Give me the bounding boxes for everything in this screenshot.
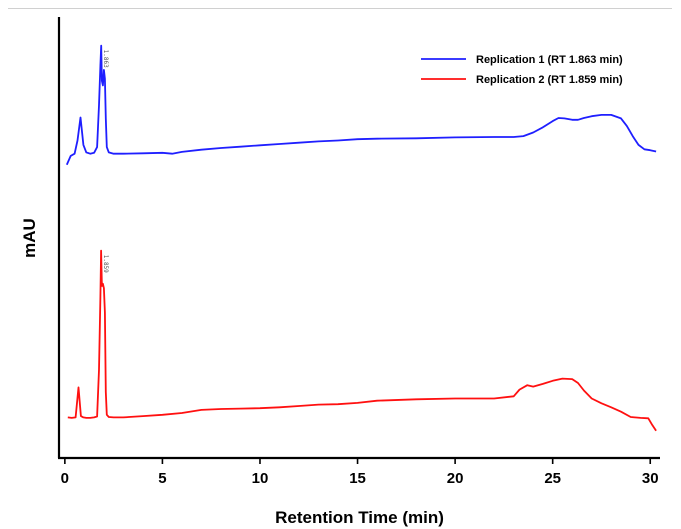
x-axis-label: Retention Time (min) <box>275 508 444 527</box>
x-axis-ticks: 0 5 10 15 20 25 30 <box>61 458 659 487</box>
peak-label-replication-2: 1.859 <box>102 255 109 273</box>
x-tick-label: 15 <box>349 470 366 487</box>
series-layer <box>65 44 657 432</box>
x-tick-label: 0 <box>61 470 69 487</box>
legend: Replication 1 (RT 1.863 min) Replication … <box>421 54 623 86</box>
axes <box>57 17 660 460</box>
x-tick-label: 5 <box>158 470 166 487</box>
peak-label-replication-1: 1.863 <box>102 50 109 68</box>
x-tick-label: 25 <box>544 470 561 487</box>
top-border-line <box>8 8 672 9</box>
legend-label-replication-2: Replication 2 (RT 1.859 min) <box>476 74 623 86</box>
series-line-replication-2 <box>67 249 657 432</box>
peak-labels: 1.863 1.859 <box>102 50 109 274</box>
series-line-replication-1 <box>65 44 657 166</box>
x-tick-label: 20 <box>447 470 464 487</box>
y-axis-label: mAU <box>20 218 39 258</box>
legend-label-replication-1: Replication 1 (RT 1.863 min) <box>476 54 623 66</box>
x-tick-label: 30 <box>642 470 659 487</box>
x-tick-label: 10 <box>252 470 269 487</box>
